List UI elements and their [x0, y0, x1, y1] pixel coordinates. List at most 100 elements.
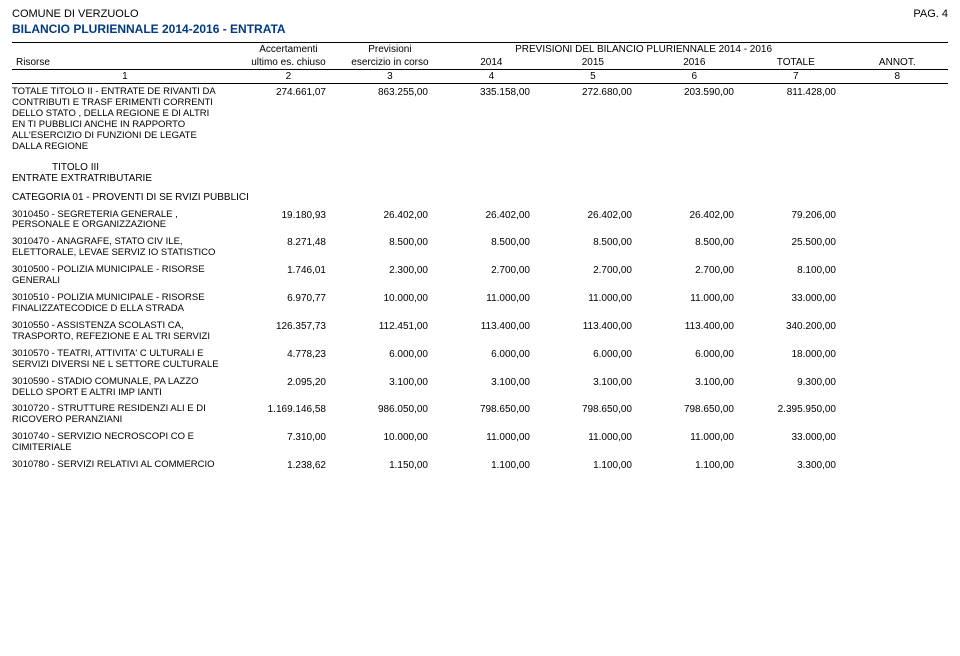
row-val: 2.300,00 — [332, 265, 434, 276]
row-val: 863.255,00 — [332, 87, 434, 98]
titolo-iii-sub: ENTRATE EXTRATRIBUTARIE — [12, 173, 948, 184]
row-val: 798.650,00 — [638, 404, 740, 415]
row-val: 33.000,00 — [740, 293, 842, 304]
row-val: 3.100,00 — [332, 377, 434, 388]
row-val: 8.500,00 — [332, 237, 434, 248]
row-val: 1.100,00 — [434, 460, 536, 471]
col-group: PREVISIONI DEL BILANCIO PLURIENNALE 2014… — [441, 43, 847, 56]
row-val: 26.402,00 — [638, 210, 740, 221]
row-val: 340.200,00 — [740, 321, 842, 332]
row-val: 1.150,00 — [332, 460, 434, 471]
org-name: COMUNE DI VERZUOLO — [12, 8, 139, 20]
row-val: 2.700,00 — [434, 265, 536, 276]
row-val: 33.000,00 — [740, 432, 842, 443]
row-val: 1.746,01 — [230, 265, 332, 276]
table-row: 3010500 - POLIZIA MUNICIPALE - RISORSE G… — [12, 262, 948, 290]
row-desc: 3010740 - SERVIZIO NECROSCOPI CO E CIMIT… — [12, 432, 230, 454]
row-val: 11.000,00 — [638, 432, 740, 443]
row-val: 9.300,00 — [740, 377, 842, 388]
row-val: 112.451,00 — [332, 321, 434, 332]
row-val: 11.000,00 — [536, 293, 638, 304]
table-row: 3010780 - SERVIZI RELATIVI AL COMMERCIO … — [12, 457, 948, 474]
table-row: 3010510 - POLIZIA MUNICIPALE - RISORSE F… — [12, 290, 948, 318]
col-accert-2: ultimo es. chiuso — [238, 56, 339, 69]
row-val: 811.428,00 — [740, 87, 842, 98]
row-val: 1.169.146,58 — [230, 404, 332, 415]
row-val: 8.100,00 — [740, 265, 842, 276]
row-desc: 3010780 - SERVIZI RELATIVI AL COMMERCIO — [12, 460, 230, 471]
row-val: 272.680,00 — [536, 87, 638, 98]
row-val: 2.395.950,00 — [740, 404, 842, 415]
colnum-6: 6 — [644, 70, 745, 83]
row-val: 986.050,00 — [332, 404, 434, 415]
row-val: 11.000,00 — [536, 432, 638, 443]
table-row: 3010550 - ASSISTENZA SCOLASTI CA, TRASPO… — [12, 318, 948, 346]
row-desc: 3010720 - STRUTTURE RESIDENZI ALI E DI R… — [12, 404, 230, 426]
row-val: 3.300,00 — [740, 460, 842, 471]
row-val: 798.650,00 — [536, 404, 638, 415]
row-desc: TOTALE TITOLO II - ENTRATE DE RIVANTI DA… — [12, 87, 230, 153]
row-val: 1.238,62 — [230, 460, 332, 471]
row-val: 4.778,23 — [230, 349, 332, 360]
categoria-title: CATEGORIA 01 - PROVENTI DI SE RVIZI PUBB… — [12, 188, 948, 207]
section-titolo-iii: TITOLO III ENTRATE EXTRATRIBUTARIE — [12, 156, 948, 188]
colnum-2: 2 — [238, 70, 339, 83]
row-val: 26.402,00 — [332, 210, 434, 221]
col-risorse: Risorse — [12, 43, 238, 69]
row-desc: 3010590 - STADIO COMUNALE, PA LAZZO DELL… — [12, 377, 230, 399]
row-val: 26.402,00 — [434, 210, 536, 221]
row-val: 7.310,00 — [230, 432, 332, 443]
col-2016: 2016 — [644, 56, 745, 69]
column-header-table: Risorse Accertamenti Previsioni PREVISIO… — [12, 43, 948, 69]
colnum-5: 5 — [542, 70, 643, 83]
col-prev-2: esercizio in corso — [339, 56, 440, 69]
row-val: 335.158,00 — [434, 87, 536, 98]
row-val: 203.590,00 — [638, 87, 740, 98]
colnum-4: 4 — [441, 70, 542, 83]
col-annot: ANNOT. — [847, 43, 948, 69]
table-row: 3010740 - SERVIZIO NECROSCOPI CO E CIMIT… — [12, 429, 948, 457]
row-val: 11.000,00 — [434, 293, 536, 304]
row-val: 113.400,00 — [638, 321, 740, 332]
row-val: 3.100,00 — [434, 377, 536, 388]
colnum-7: 7 — [745, 70, 846, 83]
row-val: 2.700,00 — [638, 265, 740, 276]
table-row: 3010570 - TEATRI, ATTIVITA' C ULTURALI E… — [12, 346, 948, 374]
row-val: 2.700,00 — [536, 265, 638, 276]
row-val: 26.402,00 — [536, 210, 638, 221]
report-title: BILANCIO PLURIENNALE 2014-2016 - ENTRATA — [12, 22, 948, 36]
row-val: 8.271,48 — [230, 237, 332, 248]
row-val: 8.500,00 — [638, 237, 740, 248]
row-val: 126.357,73 — [230, 321, 332, 332]
col-prev-1: Previsioni — [339, 43, 440, 56]
row-val: 6.000,00 — [434, 349, 536, 360]
row-val: 10.000,00 — [332, 432, 434, 443]
page-number: PAG. 4 — [913, 8, 948, 20]
row-val: 10.000,00 — [332, 293, 434, 304]
titolo-iii-label: TITOLO III — [52, 162, 948, 173]
column-number-row: 1 2 3 4 5 6 7 8 — [12, 70, 948, 83]
row-val: 19.180,93 — [230, 210, 332, 221]
table-row: 3010470 - ANAGRAFE, STATO CIV ILE, ELETT… — [12, 234, 948, 262]
row-val: 11.000,00 — [638, 293, 740, 304]
table-row: TOTALE TITOLO II - ENTRATE DE RIVANTI DA… — [12, 84, 948, 156]
row-val: 11.000,00 — [434, 432, 536, 443]
row-val: 6.970,77 — [230, 293, 332, 304]
row-desc: 3010450 - SEGRETERIA GENERALE , PERSONAL… — [12, 210, 230, 232]
row-val: 18.000,00 — [740, 349, 842, 360]
col-accert-1: Accertamenti — [238, 43, 339, 56]
col-2015: 2015 — [542, 56, 643, 69]
table-row: 3010720 - STRUTTURE RESIDENZI ALI E DI R… — [12, 401, 948, 429]
row-val: 8.500,00 — [434, 237, 536, 248]
col-2014: 2014 — [441, 56, 542, 69]
row-val: 2.095,20 — [230, 377, 332, 388]
row-val: 3.100,00 — [536, 377, 638, 388]
row-desc: 3010510 - POLIZIA MUNICIPALE - RISORSE F… — [12, 293, 230, 315]
colnum-3: 3 — [339, 70, 440, 83]
row-val: 6.000,00 — [638, 349, 740, 360]
table-row: 3010590 - STADIO COMUNALE, PA LAZZO DELL… — [12, 374, 948, 402]
row-desc: 3010550 - ASSISTENZA SCOLASTI CA, TRASPO… — [12, 321, 230, 343]
row-val: 1.100,00 — [638, 460, 740, 471]
colnum-1: 1 — [12, 70, 238, 83]
colnum-8: 8 — [847, 70, 948, 83]
